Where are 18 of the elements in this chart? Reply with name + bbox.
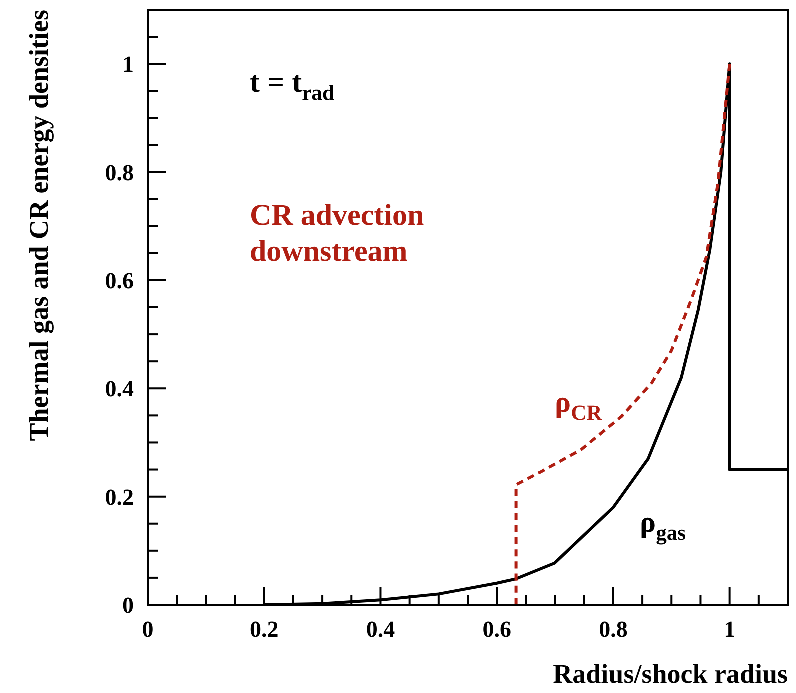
x-tick-label: 0.6 <box>482 617 512 642</box>
y-tick-label: 1 <box>122 52 134 78</box>
x-tick-label: 0.2 <box>250 617 279 642</box>
y-tick-label: 0.2 <box>105 484 134 510</box>
x-axis-title: Radius/shock radius <box>553 659 788 689</box>
x-tick-label: 1 <box>724 617 736 642</box>
x-tick-label: 0.8 <box>599 617 628 642</box>
y-tick-label: 0.4 <box>105 376 134 402</box>
y-tick-label: 0.6 <box>105 268 134 294</box>
y-axis-title: Thermal gas and CR energy densities <box>24 10 54 442</box>
series-label: ρ$_{gas}$ <box>640 506 686 545</box>
annotation: t = t$_{rad}$ <box>250 66 334 105</box>
x-tick-label: 0 <box>142 617 154 642</box>
y-tick-label: 0.8 <box>105 160 134 186</box>
series-label: ρ$_{CR}$ <box>555 386 603 425</box>
y-tick-label: 0 <box>122 593 134 618</box>
x-tick-label: 0.4 <box>366 617 396 642</box>
annotation: CR advection downstream <box>250 199 424 268</box>
